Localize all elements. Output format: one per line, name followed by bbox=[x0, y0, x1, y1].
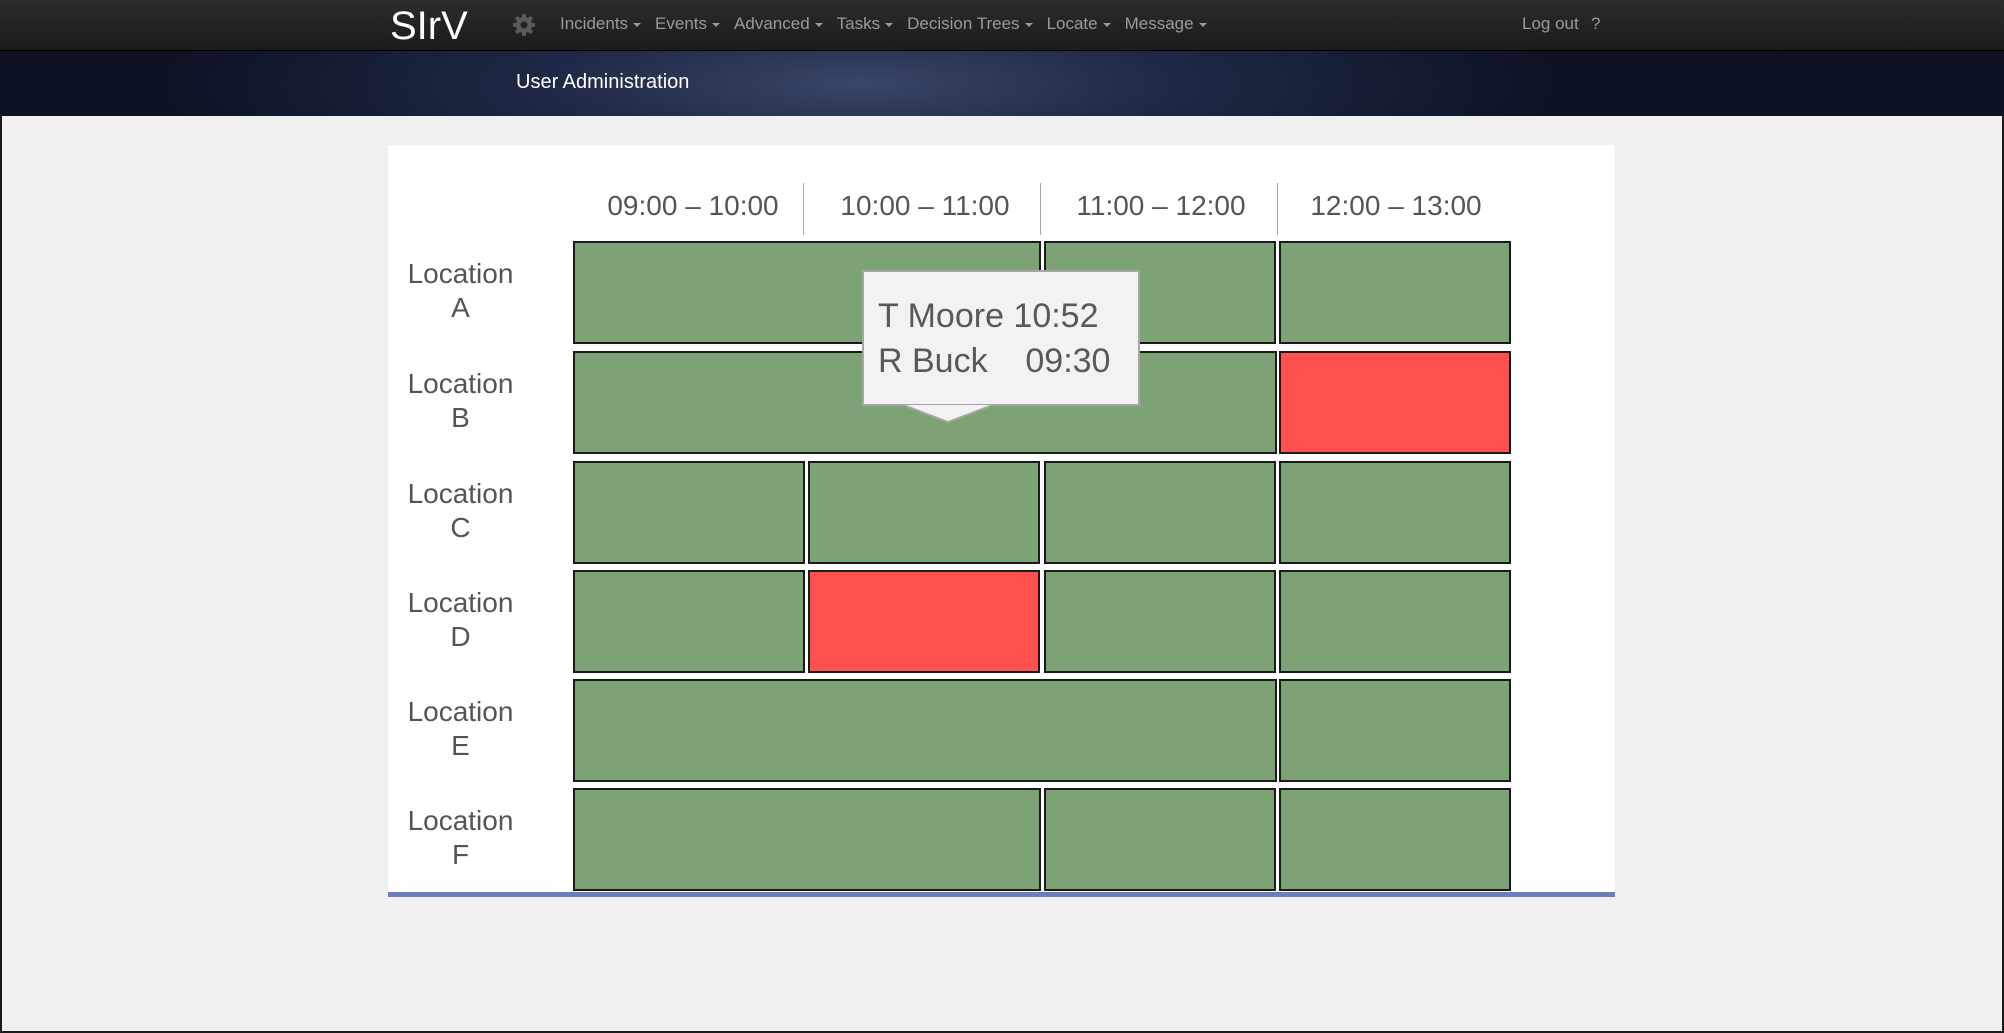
menu-advanced[interactable]: Advanced bbox=[734, 14, 823, 34]
tooltip-pointer bbox=[906, 405, 990, 423]
caret-down-icon bbox=[1102, 23, 1111, 27]
tooltip-line: T Moore 10:52 bbox=[878, 297, 1099, 335]
slot-cell-location-c[interactable] bbox=[1044, 461, 1276, 564]
row-label-location-f: Location F bbox=[407, 805, 514, 870]
caret-down-icon bbox=[712, 23, 721, 27]
row-label-location-a: Location A bbox=[407, 258, 514, 323]
menu-decision-trees[interactable]: Decision Trees bbox=[907, 14, 1033, 34]
page-header-bar: User Administration bbox=[0, 51, 2004, 116]
column-divider bbox=[1277, 183, 1278, 235]
slot-cell-location-d[interactable] bbox=[1044, 570, 1276, 673]
column-divider bbox=[803, 183, 804, 235]
schedule-panel: 09:00 – 10:00 10:00 – 11:00 11:00 – 12:0… bbox=[388, 145, 1615, 897]
caret-down-icon bbox=[633, 23, 642, 27]
main-menu: Incidents Events Advanced Tasks Decision… bbox=[560, 0, 1221, 48]
caret-down-icon bbox=[885, 23, 894, 27]
slot-cell-location-c[interactable] bbox=[1279, 461, 1511, 564]
logout-link[interactable]: Log out bbox=[1522, 14, 1579, 33]
slot-cell-location-f[interactable] bbox=[1279, 788, 1511, 891]
row-label-location-e: Location E bbox=[407, 696, 514, 761]
menu-locate[interactable]: Locate bbox=[1047, 14, 1111, 34]
slot-cell-location-c[interactable] bbox=[808, 461, 1040, 564]
row-label-location-c: Location C bbox=[407, 478, 514, 543]
time-slot-header: 11:00 – 12:00 bbox=[1076, 190, 1246, 221]
menu-events[interactable]: Events bbox=[655, 14, 721, 34]
menu-tasks[interactable]: Tasks bbox=[837, 14, 894, 34]
page-title: User Administration bbox=[516, 71, 690, 93]
tooltip-line: R Buck 09:30 bbox=[878, 342, 1111, 380]
slot-cell-location-a[interactable] bbox=[1279, 241, 1511, 344]
slot-cell-location-d[interactable] bbox=[1279, 570, 1511, 673]
row-label-location-b: Location B bbox=[407, 368, 514, 433]
slot-cell-location-c[interactable] bbox=[573, 461, 805, 564]
slot-cell-location-f[interactable] bbox=[573, 788, 1041, 891]
time-slot-header: 12:00 – 13:00 bbox=[1310, 190, 1482, 221]
slot-cell-location-e[interactable] bbox=[1279, 679, 1511, 782]
row-label-location-d: Location D bbox=[407, 587, 514, 652]
menu-incidents[interactable]: Incidents bbox=[560, 14, 642, 34]
slot-cell-location-e[interactable] bbox=[573, 679, 1277, 782]
caret-down-icon bbox=[1198, 23, 1207, 27]
sirv-logo[interactable]: SIrV bbox=[390, 5, 472, 45]
menu-message[interactable]: Message bbox=[1125, 14, 1207, 34]
time-slot-header: 09:00 – 10:00 bbox=[607, 190, 779, 221]
top-navbar: SIrV Incidents Events Advanced Tasks Dec… bbox=[0, 0, 2004, 51]
svg-text:SIrV: SIrV bbox=[390, 5, 468, 45]
caret-down-icon bbox=[1024, 23, 1033, 27]
slot-cell-location-d[interactable] bbox=[573, 570, 805, 673]
slot-cell-location-b-alert[interactable] bbox=[1279, 351, 1511, 454]
column-divider bbox=[1040, 183, 1041, 235]
slot-cell-location-d-alert[interactable] bbox=[808, 570, 1040, 673]
booking-tooltip: T Moore 10:52 R Buck 09:30 bbox=[862, 270, 1140, 406]
slot-cell-location-f[interactable] bbox=[1044, 788, 1276, 891]
help-link[interactable]: ? bbox=[1591, 14, 1601, 33]
time-slot-header: 10:00 – 11:00 bbox=[840, 190, 1010, 221]
caret-down-icon bbox=[814, 23, 823, 27]
gear-icon[interactable] bbox=[512, 13, 536, 37]
